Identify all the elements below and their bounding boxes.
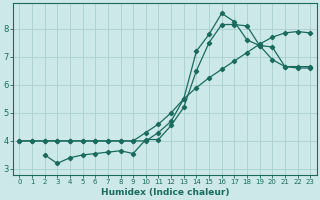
X-axis label: Humidex (Indice chaleur): Humidex (Indice chaleur) xyxy=(100,188,229,197)
